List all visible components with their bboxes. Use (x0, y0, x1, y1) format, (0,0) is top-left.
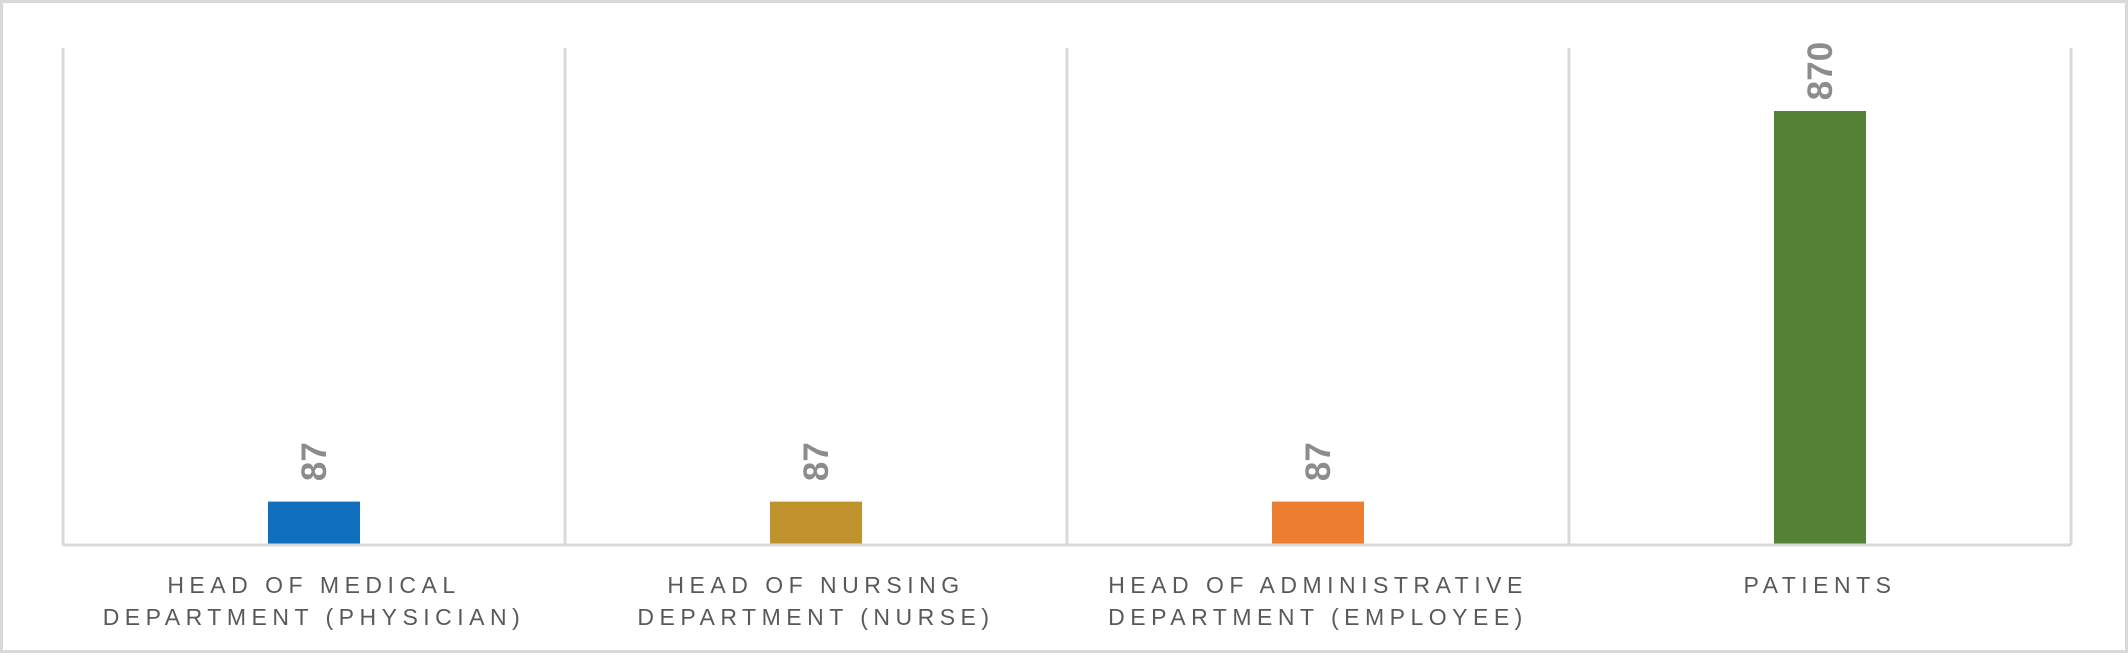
bar-chart: 87 87 87 870 (61, 42, 2073, 547)
tick-label-line: HEAD OF ADMINISTRATIVE (1108, 572, 1528, 598)
tick-label-line: HEAD OF NURSING (667, 572, 965, 598)
tick-label: HEAD OF NURSING DEPARTMENT (NURSE) (581, 569, 1051, 633)
tick-label: PATIENTS (1585, 569, 2055, 601)
tick-label: HEAD OF MEDICAL DEPARTMENT (PHYSICIAN) (79, 569, 549, 633)
data-label: 87 (797, 442, 836, 481)
bar (1774, 111, 1866, 544)
tick-label: HEAD OF ADMINISTRATIVE DEPARTMENT (EMPLOY… (1083, 569, 1553, 633)
tick-label-line: DEPARTMENT (NURSE) (637, 604, 995, 630)
data-label: 870 (1801, 42, 1840, 100)
bar (268, 501, 360, 544)
tick-label-line: DEPARTMENT (PHYSICIAN) (102, 604, 526, 630)
tick-label-line: PATIENTS (1743, 572, 1897, 598)
tick-label-line: DEPARTMENT (EMPLOYEE) (1108, 604, 1528, 630)
bar (770, 501, 862, 544)
bar (1272, 501, 1364, 544)
tick-label-line: HEAD OF MEDICAL (167, 572, 461, 598)
data-label: 87 (1299, 442, 1338, 481)
data-label: 87 (295, 442, 334, 481)
